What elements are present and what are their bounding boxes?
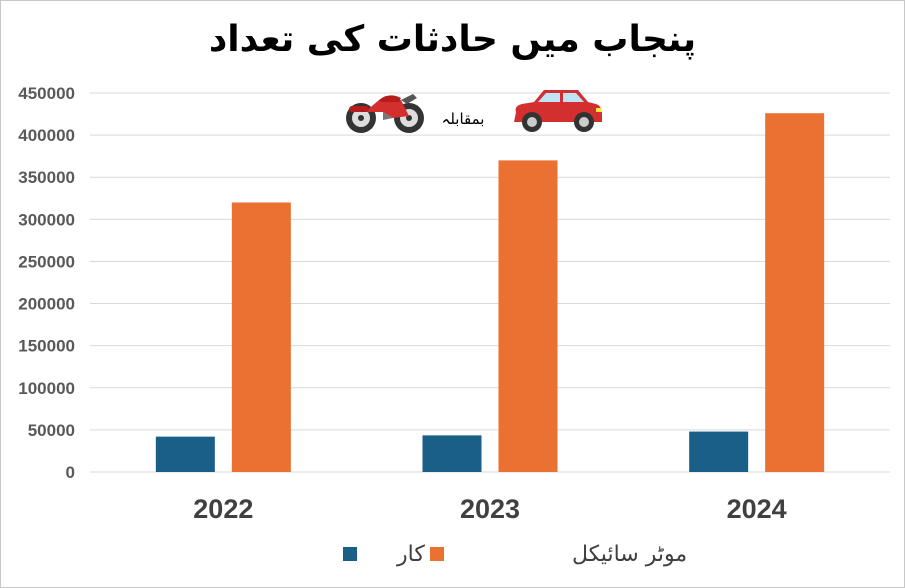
legend-label-motorcycle: موٹر سائیکل bbox=[572, 542, 687, 567]
motorcycle-icon bbox=[346, 94, 424, 133]
y-tick-label: 300000 bbox=[18, 210, 75, 229]
x-category-label: 2022 bbox=[193, 494, 253, 524]
y-tick-label: 250000 bbox=[18, 252, 75, 271]
car-icon bbox=[514, 90, 602, 132]
versus-label: بمقابلہ bbox=[442, 110, 485, 128]
y-tick-label: 50000 bbox=[28, 421, 75, 440]
y-tick-label: 200000 bbox=[18, 295, 75, 314]
y-axis-ticks: 0 50000 100000 150000 200000 250000 300000 3500… bbox=[18, 84, 75, 482]
x-category-label: 2024 bbox=[727, 494, 787, 524]
x-axis-categories: 2022 2023 2024 bbox=[193, 494, 786, 524]
bar-car-2024 bbox=[689, 431, 749, 472]
bar-motorcycle-2023 bbox=[498, 160, 558, 472]
y-tick-label: 100000 bbox=[18, 379, 75, 398]
y-tick-label: 0 bbox=[66, 463, 75, 482]
bar-motorcycle-2024 bbox=[765, 113, 825, 473]
y-tick-label: 400000 bbox=[18, 126, 75, 145]
chart-title: پنجاب میں حادثات کی تعداد bbox=[208, 19, 697, 60]
gridlines bbox=[90, 92, 890, 473]
bar-car-2022 bbox=[155, 436, 215, 472]
y-tick-label: 150000 bbox=[18, 337, 75, 356]
bars bbox=[155, 113, 825, 473]
legend-label-car: کار bbox=[396, 542, 425, 567]
y-tick-label: 450000 bbox=[18, 84, 75, 103]
legend-swatch-motorcycle bbox=[430, 547, 444, 561]
bar-car-2023 bbox=[422, 435, 482, 472]
bar-motorcycle-2022 bbox=[231, 202, 291, 472]
legend: کار موٹر سائیکل bbox=[343, 542, 687, 567]
x-category-label: 2023 bbox=[460, 494, 520, 524]
y-tick-label: 350000 bbox=[18, 168, 75, 187]
legend-swatch-car bbox=[343, 547, 357, 561]
